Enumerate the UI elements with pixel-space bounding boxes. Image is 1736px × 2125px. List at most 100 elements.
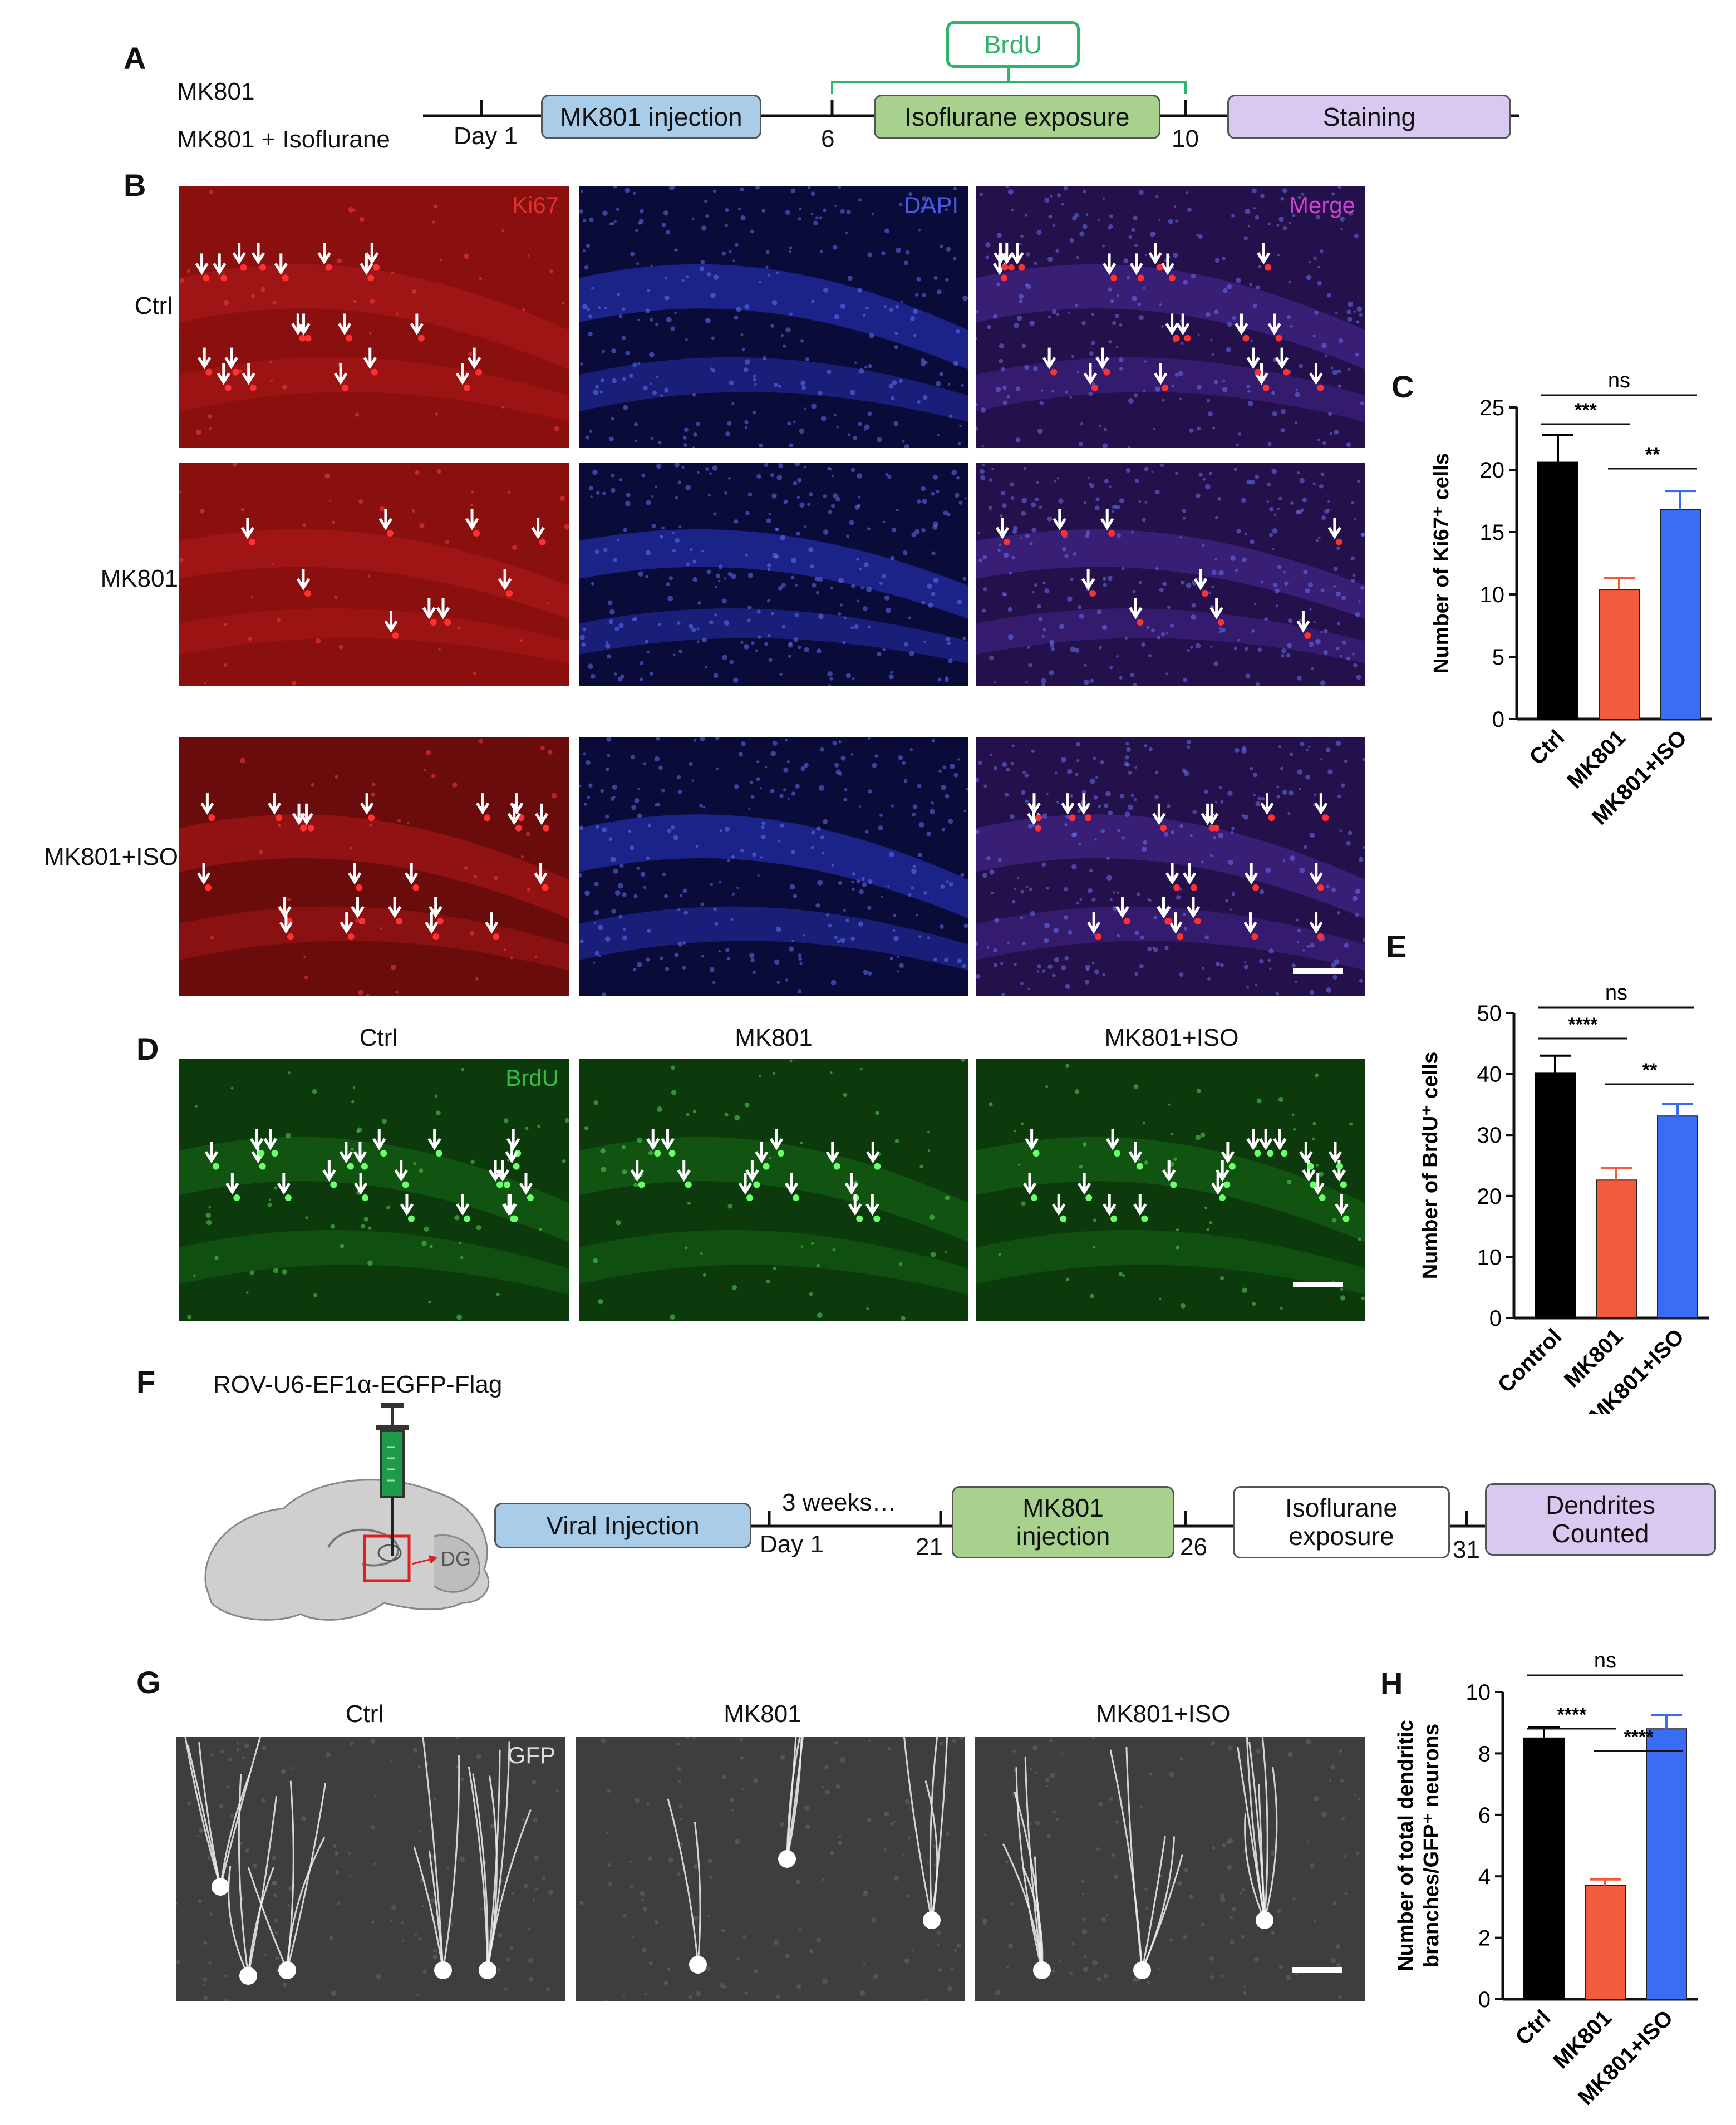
cell-arrow [1314,793,1328,815]
cell-arrow [204,1142,218,1164]
cell-arrow [296,569,311,591]
cell-arrow [1083,363,1098,385]
gfp-neuron [1002,1757,1051,1979]
cell-arrow [531,518,545,539]
cell-arrow [1302,1160,1316,1182]
gfp-ctrl: GFP [176,1737,565,2001]
error-bar [1665,490,1696,510]
cell-arrow [1221,1142,1235,1164]
staining-box: Staining [1227,95,1511,139]
cell-arrow [200,793,214,815]
error-bar [1662,1103,1693,1116]
svg-text:ns: ns [1605,981,1627,1005]
cell-arrow [1115,897,1129,918]
cell-arrow [1309,912,1323,934]
panel-a-label: A [124,41,146,76]
scale-bar [1293,968,1343,974]
channel-label: Merge [1289,192,1355,218]
cell-arrow [279,912,293,934]
y-axis-label: Number of Ki67⁺ cells [1430,453,1453,673]
channel-label: Ki67 [512,192,559,218]
cell-arrow [1081,569,1095,591]
cell-arrow [755,1142,769,1164]
cell-arrow [646,1129,660,1150]
gfp-mk801 [576,1737,965,2001]
bar-ctrl [1523,1737,1565,2000]
cell-arrow [337,313,352,336]
ki67-mk801+iso-dapi [579,737,968,996]
y-tick-label: 10 [1477,1245,1502,1270]
panel-a-timeline [423,66,1519,117]
cell-arrow [333,363,348,385]
cell-arrow [317,243,331,265]
cell-arrow [465,509,479,530]
cell-arrow [498,569,512,591]
cell-arrow [677,1160,691,1182]
ki67-mk801-ki67 [179,463,569,686]
group-mk801-isoflurane: MK801 + Isoflurane [177,126,390,153]
cell-arrow [455,363,470,385]
ki67-mk801+iso-ki67 [179,737,569,996]
bar-mk801 [1596,1179,1637,1319]
cell-arrow [1157,897,1171,918]
cell-arrow [1273,1129,1287,1150]
ki67-ctrl-ki67: Ki67 [179,186,569,448]
cell-arrow [224,347,238,370]
cell-arrow [427,1129,441,1150]
cell-arrow [738,1173,753,1195]
x-tick-label: Ctrl [1511,2005,1556,2050]
cell-arrow [661,1129,675,1150]
significance-bracket: ns [1527,1649,1683,1676]
y-tick-label: 6 [1478,1803,1491,1828]
cell-arrow [1335,1194,1349,1216]
cell-arrow [299,803,313,825]
cell-arrow [476,793,490,815]
cell-arrow [1087,912,1101,934]
cell-arrow [1052,1194,1066,1216]
g-col-mk801: MK801 [724,1700,801,1728]
row-label-mk801: MK801 [100,565,178,592]
cell-arrow [363,347,377,370]
gfp-neuron [247,1780,327,1979]
cell-arrow [1309,363,1323,385]
bar-mk801 [1585,1885,1626,2000]
cell-arrow [1296,611,1310,633]
cell-arrow [196,863,211,885]
cell-arrow [217,363,230,385]
cell-arrow [1260,793,1274,815]
panel-h-label: H [1380,1666,1403,1701]
d-col-mk801: MK801 [735,1024,813,1051]
cell-arrow [1245,863,1258,885]
significance-bracket: **** [1594,1726,1683,1752]
cell-arrow [844,1173,859,1195]
ki67-ctrl-merge: Merge [976,186,1365,448]
f-tick-21: 21 [916,1533,943,1561]
y-tick-label: 5 [1492,645,1504,670]
cell-arrow [353,1173,368,1195]
ki67-ctrl-dapi: DAPI [579,186,968,448]
cell-arrow [240,518,254,539]
cell-arrow [506,1129,520,1150]
y-tick-label: 0 [1478,1988,1491,2012]
error-bar [1590,1878,1621,1886]
d-col-ctrl: Ctrl [359,1024,398,1051]
row-label-mk801-iso: MK801+ISO [44,843,178,870]
svg-text:ns: ns [1608,369,1630,392]
significance-bracket: ** [1605,1060,1694,1085]
cell-arrow [995,518,1010,539]
cell-arrow [456,1194,470,1216]
y-tick-label: 0 [1489,1306,1502,1331]
cell-arrow [534,863,548,885]
significance-bracket: ns [1541,369,1697,396]
cell-arrow [630,1160,644,1182]
svg-text:**: ** [1645,444,1660,465]
cell-arrow [1299,1142,1313,1164]
cell-arrow [360,253,373,276]
cell-arrow [360,793,374,815]
ki67-mk801-merge [976,463,1365,686]
gfp-neuron [778,1737,804,1868]
cell-arrow [1328,1142,1342,1164]
bar-mk801-iso [1657,1115,1698,1319]
